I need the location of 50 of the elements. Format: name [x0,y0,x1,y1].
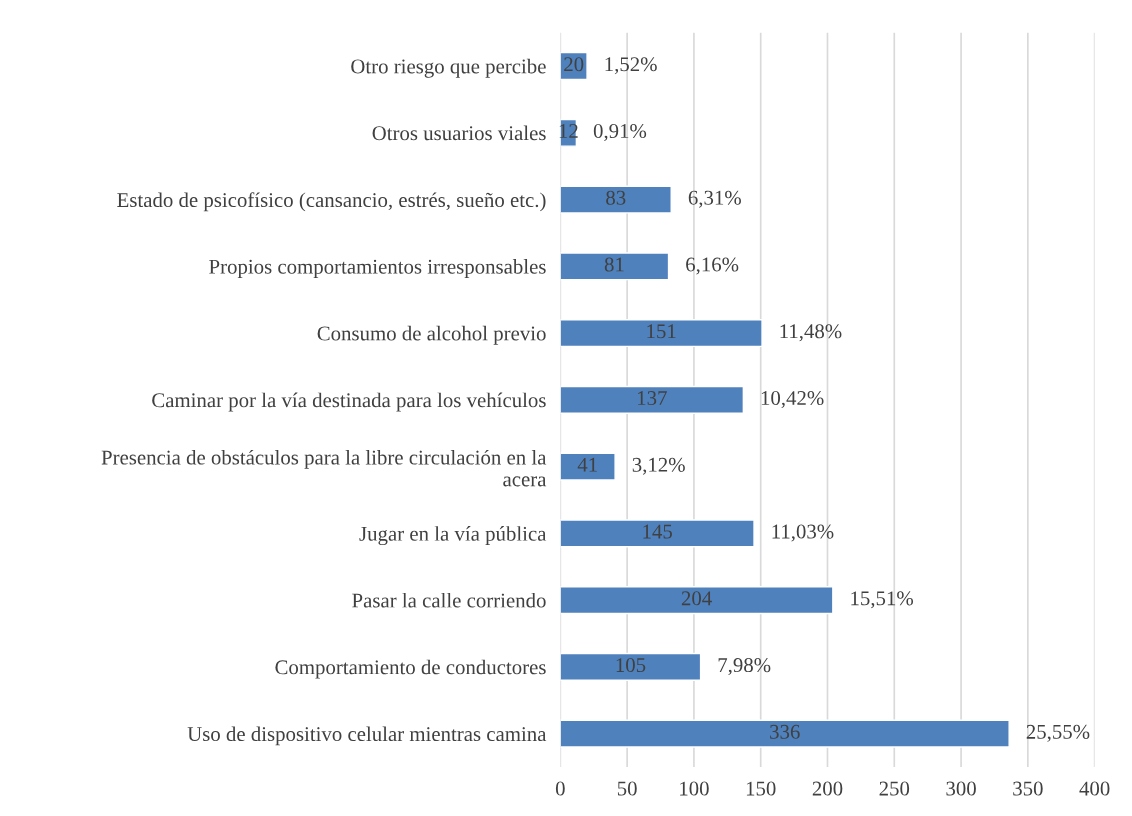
x-tick-label: 150 [746,781,776,796]
annotation: 1,52% [605,57,657,75]
data-label: 105 [616,658,646,673]
y-tick-label: Jugar en la vía pública [359,526,547,546]
annotation: 11,03% [772,524,834,542]
x-tick-label: 350 [1013,781,1043,796]
x-tick-label: 400 [1079,781,1110,796]
bar [560,519,755,548]
bar [560,719,1010,748]
y-tick-label: Caminar por la vía destinada para los vehículos [152,392,546,412]
data-label: 20 [564,57,584,72]
bar [560,185,672,214]
annotation: 15,51% [851,591,914,609]
data-label: 41 [577,457,597,472]
y-tick-label: Presencia de obstáculos para la libre circulación en la acera [101,449,547,487]
bar [560,452,616,481]
bar [560,319,763,348]
y-tick-label: Otros usuarios viales [372,125,546,141]
data-label: 336 [770,724,800,739]
annotation: 11,48% [780,324,842,342]
data-label: 145 [643,524,672,539]
annotation: 3,12% [632,457,685,475]
y-tick-label: Comportamiento de conductores [275,659,546,679]
y-tick-label: Estado de psicofísico (cansancio, estrés, sueño etc.) [117,192,546,212]
y-tick-label: Consumo de alcohol previo [317,325,546,345]
annotation: 7,98% [718,658,771,676]
data-label: 204 [681,591,712,606]
annotation: 6,16% [686,257,739,275]
x-tick-label: 250 [879,781,910,796]
bar [560,252,670,281]
annotation: 25,55% [1026,724,1090,742]
x-tick-label: 0 [555,781,565,796]
data-label: 81 [604,257,624,272]
y-tick-label: Uso de dispositivo celular mientras camina [187,726,547,746]
bar [560,385,745,414]
data-label: 151 [647,324,676,339]
annotation: 6,31% [688,190,741,208]
x-tick-label: 100 [680,781,709,796]
data-label: 83 [606,190,626,205]
y-tick-label: Otro riesgo que percibe [351,58,546,78]
y-tick-label: Pasar la calle corriendo [352,592,546,608]
y-tick-label: Propios comportamientos irresponsables [209,259,546,278]
bar [560,586,834,615]
data-label: 137 [638,391,667,406]
x-tick-label: 50 [617,781,637,796]
annotation: 0,91% [593,123,647,141]
bar [560,652,702,681]
x-tick-label: 300 [946,781,976,796]
x-tick-label: 200 [812,781,843,796]
annotation: 10,42% [761,391,824,409]
